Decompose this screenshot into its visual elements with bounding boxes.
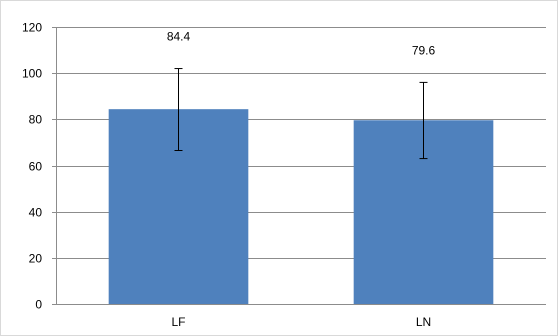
bars: [108, 109, 494, 304]
y-tick-label: 100: [22, 67, 42, 81]
x-tick-label-ln: LN: [416, 315, 431, 329]
y-axis-ticks: 0 20 40 60 80 100 120: [22, 21, 42, 312]
y-tick-label: 120: [22, 21, 42, 35]
y-tick-label: 40: [29, 206, 43, 220]
data-labels: 84.4 79.6: [167, 30, 436, 58]
data-label-ln: 79.6: [412, 43, 436, 57]
y-tick-label: 60: [29, 160, 43, 174]
error-bars: [174, 68, 428, 160]
x-axis-ticks: LF LN: [56, 304, 546, 329]
y-tick-label: 80: [29, 113, 43, 127]
x-tick-label-lf: LF: [171, 315, 185, 329]
y-tick-label: 20: [29, 252, 43, 266]
data-label-lf: 84.4: [167, 30, 191, 44]
y-tick-label: 0: [35, 298, 42, 312]
